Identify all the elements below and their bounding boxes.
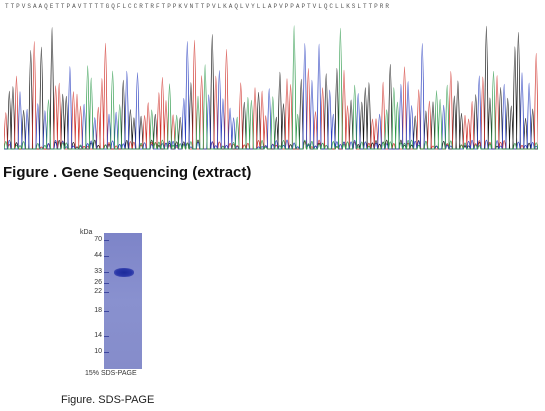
marker-label-70: 70: [94, 236, 102, 243]
base-call-letter: L: [357, 3, 361, 10]
base-call-letter: Y: [251, 3, 255, 10]
base-call-letter: P: [290, 3, 294, 10]
base-call-letter: V: [245, 3, 250, 10]
base-call-letter: P: [206, 3, 210, 10]
base-call-letter: K: [346, 3, 350, 10]
base-call-letter: L: [335, 3, 339, 10]
base-call-letter: A: [38, 3, 43, 10]
marker-tick-10: [104, 352, 109, 353]
marker-label-44: 44: [94, 252, 102, 259]
base-call-letter: L: [318, 3, 322, 10]
base-call-letter: Q: [323, 3, 328, 10]
base-call-letter: G: [105, 3, 110, 10]
gel-lane: [104, 233, 142, 369]
base-call-letter: P: [167, 3, 171, 10]
base-call-letter: S: [27, 3, 31, 10]
base-call-letter: Q: [44, 3, 48, 10]
base-call-letter: F: [156, 3, 160, 10]
gene-sequencing-caption: Figure . Gene Sequencing (extract): [3, 164, 252, 181]
base-call-letter: A: [72, 3, 76, 10]
base-call-letter: P: [66, 3, 71, 10]
marker-tick-26: [104, 283, 109, 284]
base-call-letter: E: [49, 3, 54, 10]
base-call-letter: K: [223, 3, 227, 10]
base-call-letter: T: [60, 3, 65, 10]
base-call-letter: A: [228, 3, 233, 10]
base-call-letter: T: [307, 3, 311, 10]
base-call-letter: S: [351, 3, 356, 10]
base-call-letter: A: [295, 3, 300, 10]
base-call-letter: T: [195, 3, 199, 10]
base-call-letter: K: [178, 3, 182, 10]
base-call-letter: T: [83, 3, 87, 10]
base-call-letter: T: [88, 3, 93, 10]
protein-band: [114, 268, 134, 277]
marker-label-26: 26: [94, 279, 102, 286]
base-call-letter: V: [183, 3, 188, 10]
base-call-letter: N: [189, 3, 194, 10]
base-call-letter: L: [262, 3, 266, 10]
sds-page-figure: kDa 70 44 33 26 22 18 14 10: [80, 226, 170, 386]
marker-tick-22: [104, 292, 109, 293]
base-call-letter: P: [172, 3, 177, 10]
base-call-letter: T: [94, 3, 99, 10]
base-call-letter: C: [133, 3, 138, 10]
base-call-letter: L: [122, 3, 127, 10]
marker-label-33: 33: [94, 268, 102, 275]
base-call-letter: T: [161, 3, 166, 10]
base-call-letter: R: [150, 3, 155, 10]
base-call-letter: P: [273, 3, 278, 10]
base-call-letter: T: [4, 3, 9, 10]
base-call-letter: L: [340, 3, 345, 10]
kda-unit-label: kDa: [80, 229, 93, 236]
base-call-letter: V: [279, 3, 283, 10]
base-call-letter: V: [312, 3, 317, 10]
base-call-letter: V: [77, 3, 82, 10]
marker-label-14: 14: [94, 332, 102, 339]
base-call-letter: C: [329, 3, 334, 10]
marker-tick-14: [104, 336, 109, 337]
base-call-letter: P: [301, 3, 306, 10]
base-call-letter: P: [284, 3, 289, 10]
base-call-letter: T: [368, 3, 373, 10]
molecular-weight-markers: kDa 70 44 33 26 22 18 14 10: [80, 226, 102, 376]
base-call-letter: T: [100, 3, 104, 10]
marker-tick-70: [104, 240, 109, 241]
base-call-letter: P: [16, 3, 20, 10]
base-call-letter: R: [385, 3, 389, 10]
base-call-letter: R: [379, 3, 384, 10]
base-call-letter: T: [200, 3, 205, 10]
marker-tick-44: [104, 256, 109, 257]
base-call-letter: V: [21, 3, 26, 10]
base-call-letter: T: [10, 3, 15, 10]
marker-label-22: 22: [94, 288, 102, 295]
base-call-letter: Q: [234, 3, 238, 10]
marker-label-10: 10: [94, 348, 102, 355]
base-call-letter: L: [239, 3, 244, 10]
base-call-letter: L: [256, 3, 261, 10]
base-call-letter: C: [128, 3, 132, 10]
base-call-letter: V: [211, 3, 216, 10]
trace-c: [4, 40, 538, 150]
base-call-letter: A: [267, 3, 272, 10]
base-call-letter: P: [374, 3, 378, 10]
base-call-letter: L: [217, 3, 222, 10]
base-call-letter: T: [362, 3, 367, 10]
base-call-letter: T: [144, 3, 149, 10]
base-call-letter: Q: [111, 3, 115, 10]
marker-tick-18: [104, 311, 109, 312]
base-call-letter: R: [139, 3, 143, 10]
trace-a: [4, 25, 538, 150]
marker-label-18: 18: [94, 307, 102, 314]
marker-tick-33: [104, 272, 109, 273]
sds-page-caption: Figure. SDS-PAGE: [61, 394, 155, 406]
chromatogram-trace: [4, 25, 538, 150]
marker-ladder-ticks: [104, 233, 109, 369]
base-call-letter: F: [116, 3, 121, 10]
base-call-letter: A: [32, 3, 37, 10]
gel-percentage-label: 15% SDS-PAGE: [85, 370, 137, 377]
base-call-letter: T: [55, 3, 59, 10]
